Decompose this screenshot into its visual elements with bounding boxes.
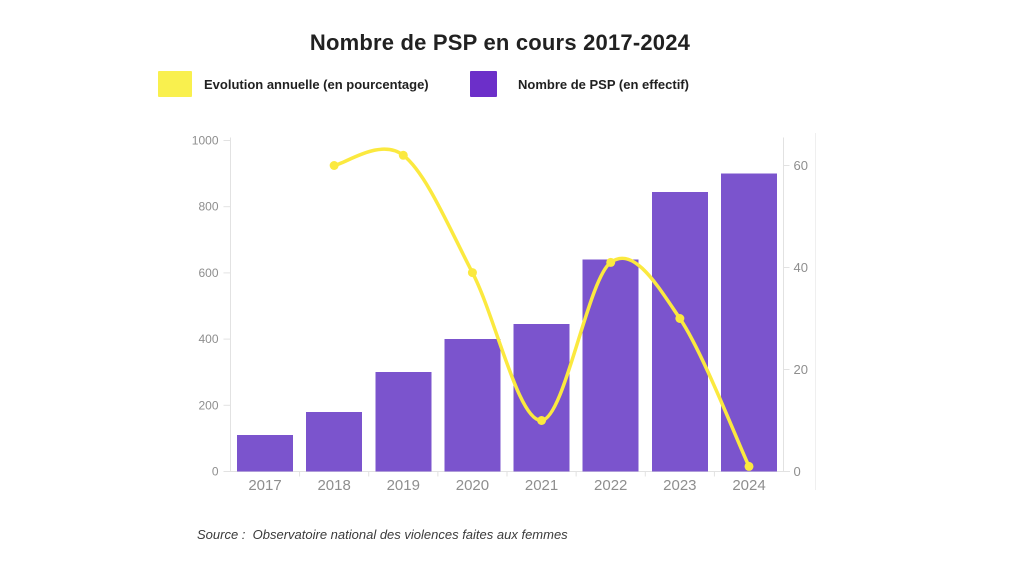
chart-title: Nombre de PSP en cours 2017-2024 [309, 30, 691, 55]
x-axis-label-2021: 2021 [525, 477, 558, 494]
right-axis-tick-label: 60 [794, 158, 808, 173]
left-axis-tick-label: 0 [212, 465, 219, 479]
left-axis-tick-label: 800 [198, 200, 218, 214]
line-point-2020 [467, 268, 477, 278]
right-axis-tick-label: 0 [794, 464, 801, 479]
legend-swatch-purple [470, 71, 497, 97]
left-axis-tick-label: 200 [198, 398, 218, 412]
bar-2023 [651, 191, 708, 472]
legend-item-evolution: Evolution annuelle (en pourcentage) [158, 71, 429, 97]
left-axis-tick-label: 600 [198, 266, 218, 280]
legend-item-psp: Nombre de PSP (en effectif) [470, 71, 689, 97]
source-note: Source : Observatoire national des viole… [197, 527, 568, 542]
bar-2018 [306, 411, 363, 472]
legend-swatch-yellow [158, 71, 192, 97]
left-axis-tick-label: 400 [198, 332, 218, 346]
right-axis-tick-label: 40 [794, 260, 808, 275]
left-axis-tick-label: 1000 [192, 134, 219, 148]
x-axis-label-2023: 2023 [663, 477, 696, 494]
line-point-2024 [744, 461, 754, 471]
x-axis-label-2018: 2018 [317, 477, 350, 494]
x-axis-label-2022: 2022 [594, 477, 627, 494]
line-point-2018 [329, 161, 339, 170]
bar-2017 [237, 435, 293, 472]
bar-2024 [721, 173, 778, 472]
line-point-2022 [606, 257, 616, 267]
legend-label-evolution: Evolution annuelle (en pourcentage) [204, 76, 429, 92]
right-axis-tick-label: 20 [794, 362, 808, 377]
x-axis-label-2017: 2017 [248, 477, 281, 494]
x-axis-label-2024: 2024 [732, 477, 765, 494]
legend-label-psp: Nombre de PSP (en effectif) [518, 76, 689, 92]
line-point-2023 [675, 314, 685, 323]
line-point-2019 [398, 150, 408, 160]
bar-2020 [444, 339, 501, 472]
line-point-2021 [537, 416, 547, 425]
x-axis-label-2020: 2020 [456, 477, 489, 494]
x-axis-label-2019: 2019 [387, 477, 420, 494]
bar-2019 [375, 372, 432, 472]
bar-2022 [582, 259, 639, 472]
